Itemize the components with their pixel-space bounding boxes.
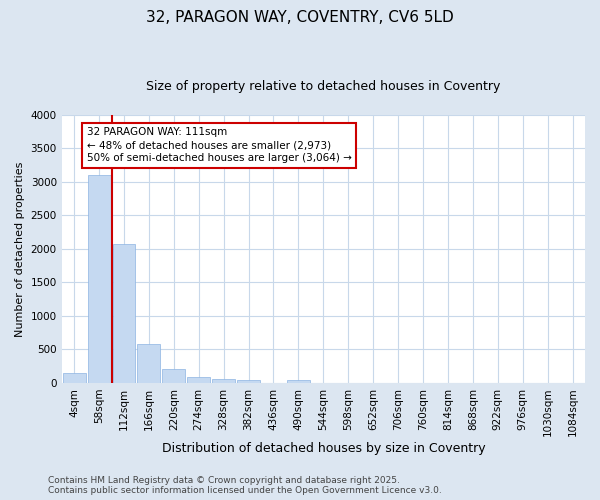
Bar <box>113 244 136 383</box>
Bar <box>163 369 185 383</box>
Text: Contains HM Land Registry data © Crown copyright and database right 2025.
Contai: Contains HM Land Registry data © Crown c… <box>48 476 442 495</box>
Bar <box>62 373 86 383</box>
Title: Size of property relative to detached houses in Coventry: Size of property relative to detached ho… <box>146 80 500 93</box>
Bar <box>287 380 310 383</box>
Y-axis label: Number of detached properties: Number of detached properties <box>15 162 25 336</box>
Text: 32 PARAGON WAY: 111sqm
← 48% of detached houses are smaller (2,973)
50% of semi-: 32 PARAGON WAY: 111sqm ← 48% of detached… <box>86 127 352 164</box>
X-axis label: Distribution of detached houses by size in Coventry: Distribution of detached houses by size … <box>161 442 485 455</box>
Bar <box>88 176 110 383</box>
Bar <box>187 377 210 383</box>
Text: 32, PARAGON WAY, COVENTRY, CV6 5LD: 32, PARAGON WAY, COVENTRY, CV6 5LD <box>146 10 454 25</box>
Bar <box>137 344 160 383</box>
Bar <box>212 378 235 383</box>
Bar <box>237 380 260 383</box>
